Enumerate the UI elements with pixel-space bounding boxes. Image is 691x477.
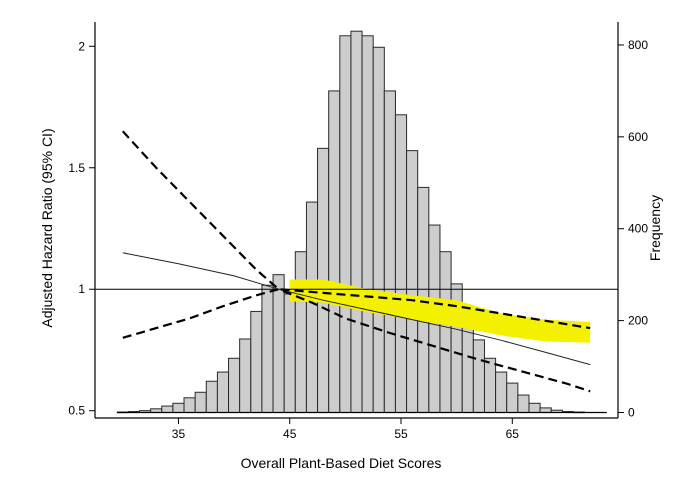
histogram-bar: [495, 371, 508, 413]
histogram-bar: [183, 397, 196, 413]
hazard-ratio-line: [122, 252, 591, 366]
histogram-bar: [205, 380, 218, 413]
histogram-bar: [216, 371, 230, 413]
histogram-bar: [194, 391, 207, 413]
histogram-bar: [472, 339, 485, 413]
y-right-tick-label: 600: [628, 130, 648, 144]
histogram-bar: [406, 150, 419, 413]
y-axis-right-title: Frequency: [647, 195, 663, 261]
histogram-bar: [517, 394, 530, 413]
histogram-bar: [339, 35, 352, 413]
x-tick-label: 55: [394, 427, 408, 441]
histogram-bar: [283, 293, 296, 413]
y-left-tick-label: 1.5: [68, 161, 85, 175]
histogram-bar: [328, 90, 341, 413]
histogram-bar: [239, 338, 252, 413]
histogram-bar: [361, 35, 374, 413]
histogram-bar: [394, 114, 408, 413]
plot-area: 35 45 55 65 0.5 1 1.5 2 0 200 400 600 800: [68, 22, 648, 441]
y-right-tick-label: 0: [628, 405, 635, 419]
histogram-bar: [272, 274, 285, 413]
histogram-bar: [228, 357, 241, 413]
y-right-tick-label: 200: [628, 314, 648, 328]
x-tick-label: 35: [172, 427, 186, 441]
y-left-tick-label: 2: [78, 39, 85, 53]
histogram-bar: [350, 30, 363, 413]
histogram-bar: [161, 405, 174, 413]
histogram-bar: [172, 402, 185, 413]
y-left-tick-label: 1: [78, 282, 85, 296]
histogram-bar: [483, 357, 497, 413]
x-tick-label: 65: [506, 427, 520, 441]
histogram-bar: [305, 201, 319, 413]
histogram-bar: [250, 310, 263, 413]
y-axis-left-title: Adjusted Hazard Ratio (95% CI): [39, 128, 55, 327]
histogram-bar: [294, 251, 307, 413]
y-right-tick-label: 800: [628, 38, 648, 52]
histogram-bar: [461, 321, 474, 413]
histogram-bar: [383, 90, 396, 413]
histogram-bar: [372, 46, 385, 413]
x-axis-title: Overall Plant-Based Diet Scores: [241, 455, 442, 471]
x-tick-label: 45: [283, 427, 297, 441]
histogram-bar: [261, 284, 274, 413]
histogram-bar: [506, 382, 519, 413]
histogram-bar: [539, 407, 552, 413]
histogram-bar: [439, 251, 452, 413]
y-right-tick-label: 400: [628, 222, 648, 236]
ci-lower-line: [122, 288, 591, 393]
ci-upper-line: [121, 130, 591, 330]
y-left-tick-label: 0.5: [68, 404, 85, 418]
histogram-bar: [528, 402, 541, 413]
